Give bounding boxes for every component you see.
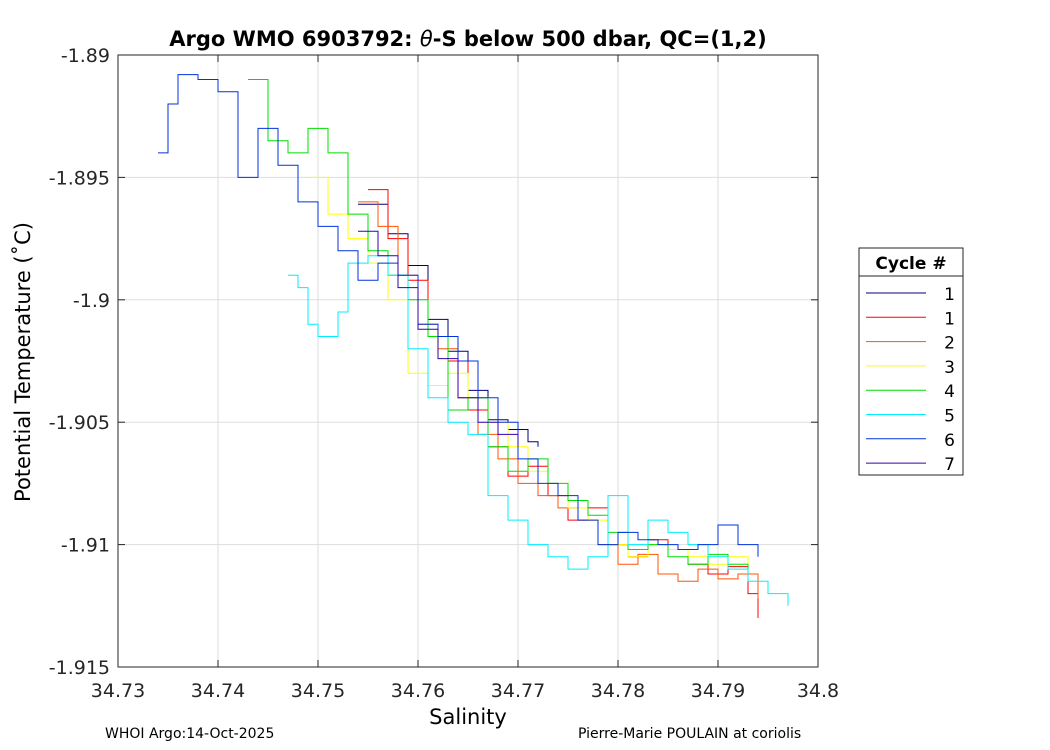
legend-title: Cycle #	[875, 254, 946, 274]
series-line-5	[248, 79, 749, 570]
series-line-7	[158, 74, 759, 557]
plot-area-border	[117, 54, 819, 668]
series-line-2	[368, 189, 759, 618]
legend-label: 7	[944, 455, 955, 475]
series-line-6	[288, 255, 789, 606]
x-tick-label: 34.74	[191, 680, 245, 702]
y-tick-label: -1.895	[49, 167, 110, 189]
y-tick-label: -1.9	[73, 290, 110, 312]
x-tick-label: 34.79	[691, 680, 745, 702]
legend-label: 5	[944, 407, 955, 427]
y-tick-label: -1.89	[61, 45, 110, 67]
y-tick-label: -1.915	[49, 657, 110, 679]
x-axis-label: Salinity	[429, 705, 507, 729]
legend-label: 1	[944, 285, 955, 305]
series-line-4	[308, 176, 749, 570]
footer-credit-left: WHOI Argo:14-Oct-2025	[105, 726, 275, 742]
legend-box	[858, 247, 964, 476]
legend-label: 2	[944, 334, 955, 354]
legend-label: 3	[944, 358, 955, 378]
y-tick-label: -1.91	[61, 535, 110, 557]
plot-series	[158, 74, 789, 618]
legend: Cycle # 1 1 2 3 4 5 6 7	[858, 247, 964, 476]
legend-label: 1	[944, 309, 955, 329]
chart-title: Argo WMO 6903792: θ-S below 500 dbar, QC…	[169, 27, 766, 51]
legend-entries: 1 1 2 3 4 5 6 7	[866, 285, 955, 475]
y-tick-label: -1.905	[49, 412, 110, 434]
x-tick-label: 34.78	[591, 680, 645, 702]
y-axis-label: Potential Temperature (˚C)	[11, 222, 35, 502]
legend-label: 6	[944, 431, 955, 451]
x-tick-label: 34.77	[491, 680, 545, 702]
footer-credit-right: Pierre-Marie POULAIN at coriolis	[578, 726, 802, 742]
x-tick-label: 34.73	[91, 680, 145, 702]
series-line-8	[358, 230, 519, 447]
legend-label: 4	[944, 382, 955, 402]
x-tick-label: 34.76	[391, 680, 445, 702]
x-tick-label: 34.8	[797, 680, 839, 702]
axis-ticks: 34.73 34.74 34.75 34.76 34.77 34.78 34.79 34.8 -…	[49, 45, 839, 702]
x-tick-label: 34.75	[291, 680, 345, 702]
series-line-1	[358, 203, 539, 447]
